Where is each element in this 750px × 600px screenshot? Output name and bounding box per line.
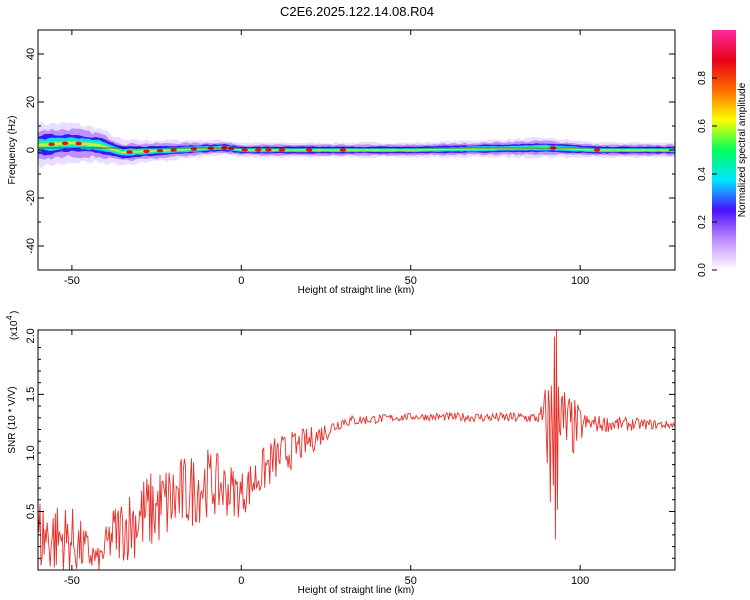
spectrogram-xlabel: Height of straight line (km)	[298, 285, 415, 296]
snr-xtick-label: 50	[405, 575, 417, 587]
snr-xtick-label: 0	[238, 575, 244, 587]
colorbar-tick-label: 0.6	[697, 119, 708, 133]
spectrogram-hotspot	[156, 148, 164, 153]
colorbar-ticks: 0.0 0.2 0.4 0.6 0.8	[697, 71, 717, 277]
snr-xtick-label: -50	[64, 575, 80, 587]
spectrogram-ytick-label: 20	[25, 96, 37, 108]
spectrogram-ytick-label: 0	[25, 147, 37, 153]
spectrogram-hotspot	[305, 148, 313, 152]
snr-scale-exponent: 4	[5, 315, 14, 320]
spectrogram-panel: -50 0 50 100 40 20 0 -20 -40 Height of straight …	[7, 29, 676, 296]
spectrogram-hotspot	[170, 148, 177, 152]
snr-ytick-label: 1.5	[25, 387, 37, 402]
spectrogram-xtick-label: 50	[405, 275, 417, 287]
spectrogram-hotspot	[221, 145, 228, 150]
spectrogram-ticks: -50 0 50 100 40 20 0 -20 -40	[25, 29, 675, 287]
colorbar-tick-label: 0.8	[697, 71, 708, 85]
colorbar-label: Normalized spectral amplitude	[737, 82, 748, 217]
spectrogram-hotspot	[75, 141, 82, 146]
snr-scale-note: (x10 4 )	[5, 311, 20, 340]
spectrogram-hotspot	[593, 148, 601, 152]
colorbar-gradient	[712, 30, 736, 270]
spectrogram-ytick-label: 40	[25, 48, 37, 60]
spectrogram-xtick-label: 0	[238, 275, 244, 287]
snr-panel: -50 0 50 100 0.5 1.0 1.5 2.0 Height of straight…	[5, 311, 676, 596]
spectrogram-level-5	[38, 141, 675, 154]
colorbar-tick-label: 0.4	[697, 167, 708, 181]
snr-ytick-label: 0.5	[25, 504, 37, 519]
spectrogram-hotspot	[61, 141, 69, 146]
colorbar: 0.0 0.2 0.4 0.6 0.8 Normalized spectral ampl…	[697, 30, 748, 277]
spectrogram-level-3	[38, 137, 675, 156]
snr-scale-close: )	[9, 311, 20, 314]
snr-ticks: -50 0 50 100 0.5 1.0 1.5 2.0	[25, 328, 675, 587]
spectrogram-hotspot	[143, 149, 150, 154]
snr-frame	[37, 329, 676, 571]
spectrogram-ylabel: Frequency (Hz)	[7, 116, 18, 185]
spectrogram-hotspot	[241, 148, 248, 152]
snr-ylabel: SNR (10 * V/V)	[7, 386, 18, 453]
spectrogram-level-1	[38, 128, 675, 162]
spectrogram-ytick-label: -40	[25, 238, 37, 254]
spectrogram-hotspot	[339, 148, 347, 152]
colorbar-tick-label: 0.0	[697, 263, 708, 277]
spectrogram-xtick-label: 100	[571, 275, 589, 287]
spectrogram-hotspot	[48, 142, 55, 147]
figure-title: C2E6.2025.122.14.08.R04	[280, 4, 434, 19]
spectrogram-hotspot	[227, 146, 235, 151]
snr-background	[38, 330, 675, 570]
snr-series-line	[38, 330, 675, 570]
spectrogram-ytick-label: -20	[25, 190, 37, 206]
snr-xtick-label: 100	[571, 575, 589, 587]
snr-ytick-label: 2.0	[25, 328, 37, 343]
spectrogram-hotspot	[126, 150, 133, 154]
snr-ytick-label: 1.0	[25, 445, 37, 460]
snr-xlabel: Height of straight line (km)	[298, 585, 415, 596]
spectrogram-hotspot	[278, 148, 286, 152]
snr-scale-label: (x10	[9, 320, 20, 340]
spectrogram-band	[38, 120, 675, 169]
colorbar-tick-label: 0.2	[697, 215, 708, 229]
spectrogram-hotspot	[255, 148, 262, 152]
spectrogram-xtick-label: -50	[64, 275, 80, 287]
spectrogram-hotspot	[265, 148, 272, 152]
